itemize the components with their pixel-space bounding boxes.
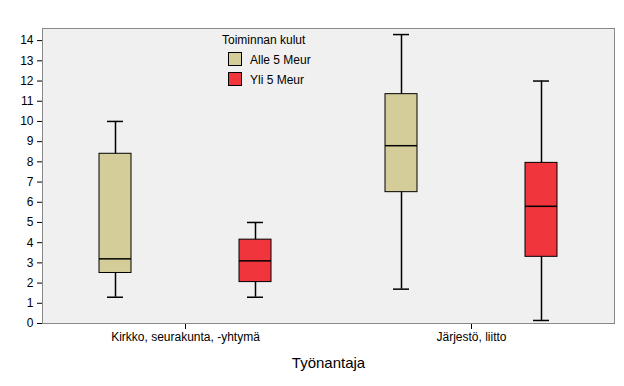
svg-text:8: 8 <box>27 155 34 169</box>
svg-text:6: 6 <box>27 195 34 209</box>
svg-text:Kirkko, seurakunta, -yhtymä: Kirkko, seurakunta, -yhtymä <box>111 330 260 344</box>
svg-text:0: 0 <box>27 316 34 330</box>
svg-text:4: 4 <box>27 236 34 250</box>
html-text:Alle 5 Meur: Alle 5 Meur <box>250 53 311 67</box>
svg-text:Järjestö, liitto: Järjestö, liitto <box>436 330 506 344</box>
svg-text:Työnantaja: Työnantaja <box>292 354 366 371</box>
svg-text:7: 7 <box>27 175 34 189</box>
svg-text:9: 9 <box>27 134 34 148</box>
svg-text:10: 10 <box>20 114 34 128</box>
html-text:Toiminnan kulut: Toiminnan kulut <box>222 33 306 47</box>
svg-text:2: 2 <box>27 276 34 290</box>
svg-text:11: 11 <box>21 94 34 108</box>
svg-text:3: 3 <box>27 256 34 270</box>
svg-text:1: 1 <box>27 296 34 310</box>
svg-text:5: 5 <box>27 215 34 229</box>
svg-text:14: 14 <box>20 33 34 47</box>
html-text:Yli 5 Meur: Yli 5 Meur <box>250 73 304 87</box>
svg-text:13: 13 <box>20 54 34 68</box>
svg-text:12: 12 <box>20 74 34 88</box>
